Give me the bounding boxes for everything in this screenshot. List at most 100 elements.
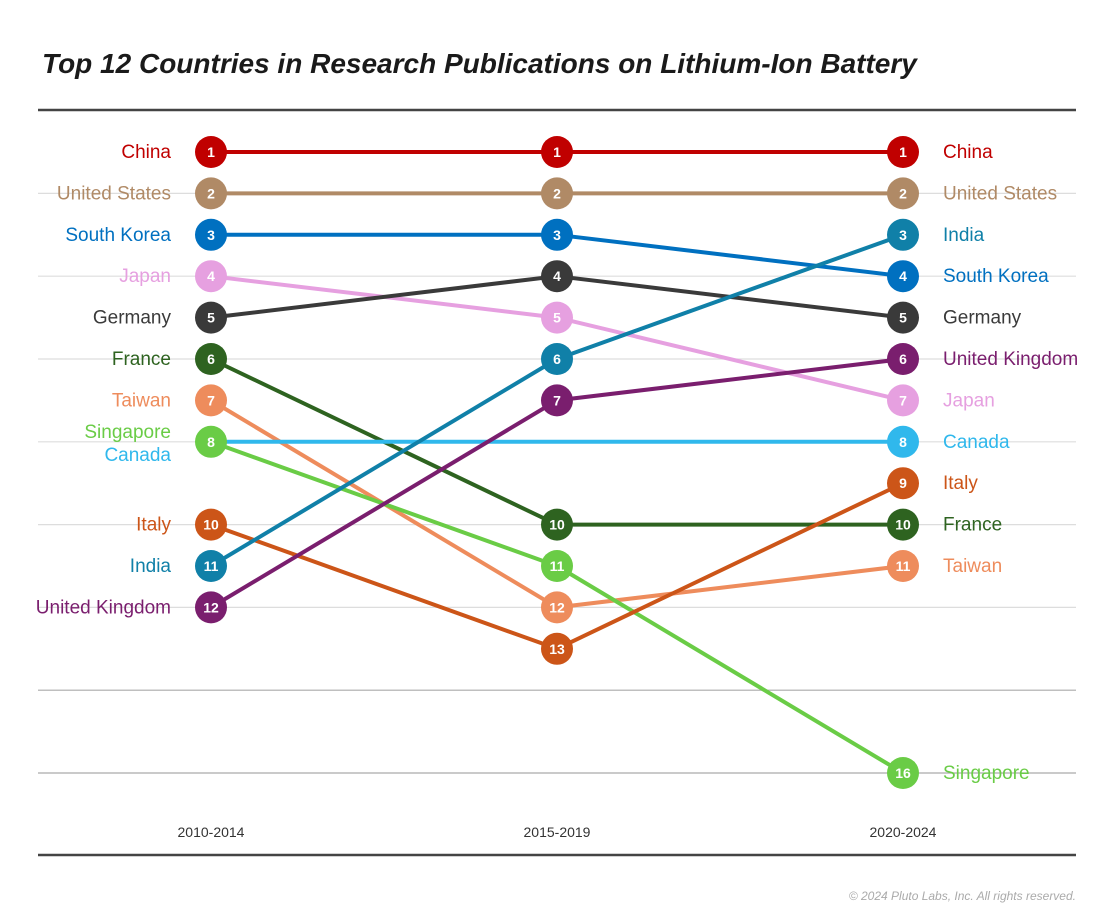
rank-circle	[541, 343, 573, 375]
rank-circle	[541, 632, 573, 665]
rank-marker-united-states: 2	[887, 177, 919, 210]
series-label-france: France	[943, 515, 1002, 536]
rank-number: 8	[899, 434, 907, 450]
rank-marker-india: 3	[887, 218, 919, 251]
rank-circle	[195, 260, 227, 293]
rank-number: 10	[895, 517, 911, 533]
rank-circle	[887, 218, 919, 251]
x-tick-label: 2015-2019	[524, 824, 591, 840]
rank-number: 5	[207, 310, 215, 326]
series-label-united-states: United States	[943, 183, 1057, 204]
rank-circle	[195, 550, 227, 582]
rank-circle	[887, 467, 919, 500]
series-line-japan	[210, 274, 904, 403]
rank-marker-canada: 8	[887, 425, 919, 458]
series-label-china: China	[121, 142, 171, 163]
rank-number: 12	[549, 599, 565, 615]
rank-marker-china: 1	[541, 136, 573, 168]
rank-circle	[887, 260, 919, 293]
rank-number: 2	[553, 185, 561, 201]
rank-number: 12	[203, 599, 219, 615]
x-tick-label: 2020-2024	[870, 824, 937, 840]
rank-number: 11	[896, 558, 911, 574]
chart-title: Top 12 Countries in Research Publication…	[42, 48, 917, 79]
rank-marker-taiwan: 12	[541, 591, 573, 624]
series-label-italy: Italy	[943, 473, 978, 494]
rank-number: 8	[207, 434, 215, 450]
rank-marker-singapore: 16	[887, 757, 919, 789]
rank-circle	[195, 301, 227, 334]
rank-number: 2	[207, 185, 215, 201]
rank-circle	[541, 177, 573, 210]
series-label-france: France	[112, 349, 171, 370]
rank-marker-italy: 10	[195, 508, 227, 541]
series-label-south-korea: South Korea	[65, 225, 171, 246]
rank-circle	[541, 508, 573, 541]
rank-number: 5	[899, 310, 907, 326]
rank-number: 4	[899, 268, 907, 284]
rank-number: 5	[553, 310, 561, 326]
rank-marker-india: 11	[195, 550, 227, 582]
series-label-singapore: Singapore	[84, 422, 171, 443]
rank-circle	[541, 218, 573, 251]
rank-number: 7	[207, 392, 215, 408]
rank-number: 6	[553, 351, 561, 367]
rank-number: 1	[553, 144, 561, 160]
series-label-india: India	[943, 225, 985, 246]
rank-marker-south-korea: 3	[541, 218, 573, 251]
rank-marker-south-korea: 3	[195, 218, 227, 251]
rank-number: 10	[549, 517, 565, 533]
series-label-united-kingdom: United Kingdom	[36, 597, 171, 618]
rank-marker-united-kingdom: 12	[195, 591, 227, 624]
rank-number: 7	[899, 392, 907, 408]
rank-number: 6	[207, 351, 215, 367]
rank-marker-japan: 7	[887, 384, 919, 417]
rank-marker-south-korea: 4	[887, 260, 919, 293]
series-label-singapore: Singapore	[943, 763, 1030, 784]
rank-circle	[887, 177, 919, 210]
rank-circle	[195, 591, 227, 624]
rank-number: 1	[207, 144, 215, 160]
rank-number: 13	[549, 641, 565, 657]
rank-circle	[887, 136, 919, 168]
rank-circle	[541, 384, 573, 417]
rank-number: 1	[899, 144, 907, 160]
rank-number: 16	[895, 765, 911, 781]
series-label-south-korea: South Korea	[943, 266, 1049, 287]
rank-circle	[195, 384, 227, 417]
series-label-italy: Italy	[136, 515, 171, 536]
rank-circle	[541, 301, 573, 334]
series-label-united-states: United States	[57, 183, 171, 204]
rank-circle	[195, 136, 227, 168]
x-tick-label: 2010-2014	[178, 824, 245, 840]
rank-number: 11	[204, 558, 219, 574]
rank-marker-united-states: 2	[195, 177, 227, 210]
series-label-germany: Germany	[93, 308, 172, 329]
rank-circle	[541, 591, 573, 624]
rank-marker-italy: 9	[887, 467, 919, 500]
copyright: © 2024 Pluto Labs, Inc. All rights reser…	[848, 889, 1076, 903]
rank-circle	[541, 550, 573, 582]
rank-marker-france: 10	[887, 508, 919, 541]
rank-marker-china: 1	[887, 136, 919, 168]
rank-marker-united-states: 2	[541, 177, 573, 210]
rank-circle	[195, 177, 227, 210]
rank-circle	[541, 136, 573, 168]
rank-circle	[887, 384, 919, 417]
rank-number: 10	[203, 517, 219, 533]
rank-number: 4	[207, 268, 215, 284]
rank-number: 3	[207, 227, 215, 243]
rank-circle	[887, 508, 919, 541]
rank-marker-taiwan: 11	[887, 550, 919, 582]
rank-marker-germany: 5	[195, 301, 227, 334]
rank-number: 6	[899, 351, 907, 367]
rank-marker-france: 10	[541, 508, 573, 541]
rank-marker-japan: 4	[195, 260, 227, 293]
rank-circle	[887, 301, 919, 334]
series-label-canada: Canada	[943, 432, 1010, 453]
rank-number: 4	[553, 268, 561, 284]
rank-circle	[195, 425, 227, 458]
rank-circle	[887, 757, 919, 789]
series-label-united-kingdom: United Kingdom	[943, 349, 1078, 370]
